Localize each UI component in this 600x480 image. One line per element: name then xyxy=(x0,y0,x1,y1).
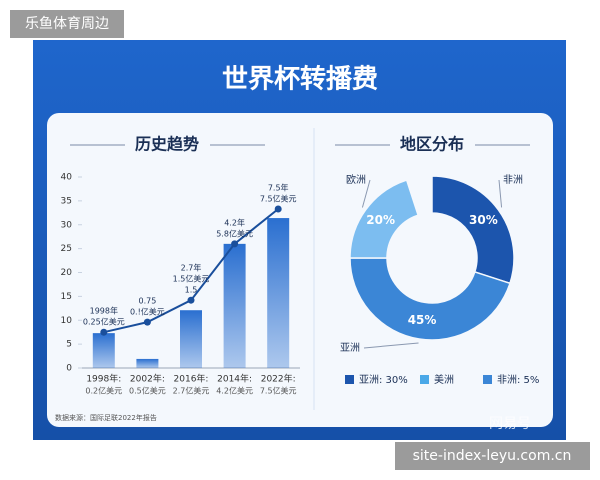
watermark: 网易号 xyxy=(489,416,531,432)
point-annotation: 0.!亿美元 xyxy=(130,307,165,317)
bar xyxy=(92,333,115,368)
legend-swatch xyxy=(483,375,492,384)
x-tick-label: 2016年: xyxy=(174,373,209,385)
value-label: 30% xyxy=(469,213,498,227)
card xyxy=(47,113,553,427)
y-tick-label: 15 xyxy=(61,292,72,302)
x-tick-note: 0.2亿美元 xyxy=(85,386,122,396)
x-tick-label: 2022年: xyxy=(261,373,296,385)
bar xyxy=(180,310,202,368)
line-point xyxy=(187,296,195,304)
y-tick-label: 20 xyxy=(61,268,73,278)
x-tick-note: 0.5亿美元 xyxy=(129,386,166,396)
y-tick-label: 40 xyxy=(61,173,73,183)
point-annotation: 1.5亿美元 xyxy=(173,274,210,284)
url-box xyxy=(395,442,590,470)
panel-title: 历史趋势 xyxy=(135,135,199,154)
line-point xyxy=(100,328,108,336)
point-annotation: 7.5年 xyxy=(268,182,289,192)
point-annotation: 7.5亿美元 xyxy=(260,193,297,203)
bar xyxy=(136,358,159,368)
value-label: 45% xyxy=(408,313,437,327)
x-tick-label: 1998年: xyxy=(86,373,121,385)
y-tick-label: 25 xyxy=(61,244,72,254)
point-annotation: 0.25亿美元 xyxy=(83,317,125,327)
x-tick-note: 7.5亿美元 xyxy=(260,386,297,396)
legend-swatch xyxy=(420,375,429,384)
line-point xyxy=(274,205,282,213)
leader-line xyxy=(363,342,419,349)
poster-title: 世界杯转播费 xyxy=(222,65,378,95)
legend-label: 美洲 xyxy=(434,373,454,386)
segment-label: 欧洲 xyxy=(346,174,366,186)
segment-label: 非洲 xyxy=(503,174,523,186)
bar xyxy=(223,243,246,368)
legend-label: 亚洲: 30% xyxy=(359,374,408,386)
value-label: 20% xyxy=(366,213,395,227)
x-tick-note: 2.7亿美元 xyxy=(173,386,210,396)
donut-segment xyxy=(349,179,420,259)
donut-segment xyxy=(349,257,511,341)
tag-box xyxy=(10,10,124,38)
tag-text: 乐鱼体育周边 xyxy=(25,15,109,32)
bar xyxy=(267,218,290,368)
panel-title: 地区分布 xyxy=(400,135,464,154)
x-tick-label: 2002年: xyxy=(130,373,165,385)
y-tick-label: 30 xyxy=(61,220,73,230)
point-annotation: 4.2年 xyxy=(224,217,245,227)
point-annotation: 1.5 xyxy=(185,286,198,295)
segment-label: 亚洲 xyxy=(340,342,360,354)
point-annotation: 2.7年 xyxy=(181,263,202,273)
y-tick-label: 5 xyxy=(66,340,72,350)
leader-line xyxy=(498,179,503,208)
point-annotation: 0.75 xyxy=(138,297,156,306)
y-tick-label: 0 xyxy=(66,364,72,374)
source: 数据来源：国际足联2022年报告 xyxy=(55,413,157,422)
y-tick-label: 35 xyxy=(61,196,72,206)
y-tick-label: 10 xyxy=(61,316,73,326)
legend-swatch xyxy=(345,375,354,384)
line-point xyxy=(231,240,239,248)
legend-label: 非洲: 5% xyxy=(497,374,539,386)
leader-line xyxy=(361,179,371,208)
url-text: site-index-leyu.com.cn xyxy=(413,448,572,464)
point-annotation: 1998年 xyxy=(90,306,118,316)
x-tick-label: 2014年: xyxy=(217,373,252,385)
point-annotation: 5.8亿美元 xyxy=(216,228,253,238)
x-tick-note: 4.2亿美元 xyxy=(216,386,253,396)
line-point xyxy=(143,318,151,326)
donut-segment xyxy=(431,175,515,285)
